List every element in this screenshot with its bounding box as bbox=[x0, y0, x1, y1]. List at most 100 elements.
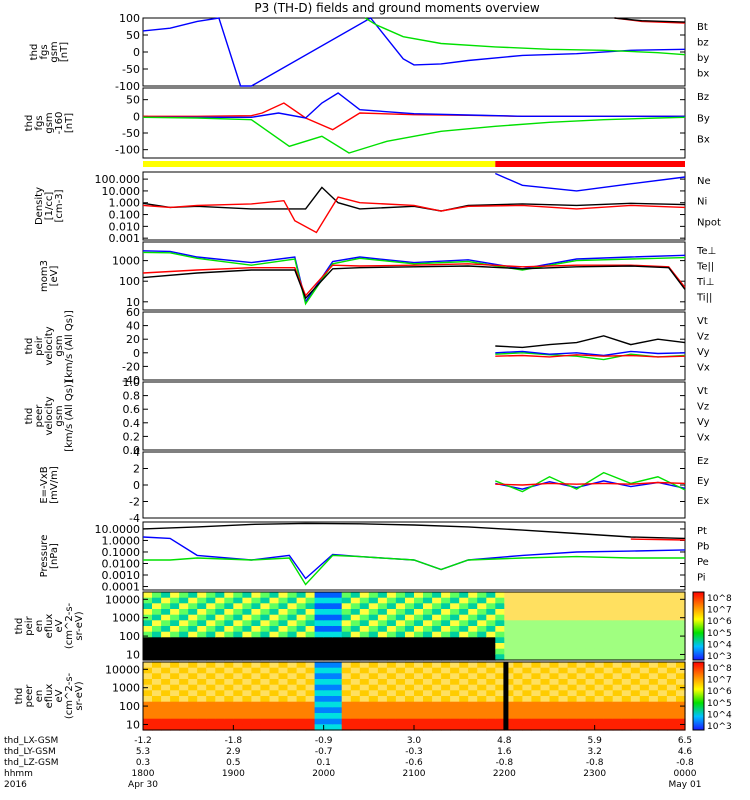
spectrogram-cell bbox=[386, 662, 397, 669]
spectrogram-cell bbox=[233, 673, 243, 680]
spectrogram-cell bbox=[486, 667, 496, 674]
spectrogram-cell bbox=[368, 592, 379, 599]
spectrogram-cell bbox=[197, 696, 207, 703]
spectrogram-cell bbox=[377, 713, 388, 720]
spectrogram-cell bbox=[233, 662, 243, 669]
spectrogram-cell bbox=[341, 626, 352, 633]
spectrogram-cell bbox=[486, 631, 496, 638]
spectrogram-cell bbox=[368, 684, 379, 691]
spectrogram-cell bbox=[314, 597, 325, 604]
spectrogram-cell bbox=[612, 684, 623, 691]
spectrogram-cell bbox=[513, 654, 523, 661]
legend-entry: Npot bbox=[697, 217, 721, 228]
spectrogram-cell bbox=[269, 724, 280, 731]
spectrogram-cell bbox=[170, 643, 180, 650]
spectrogram-cell bbox=[377, 690, 388, 697]
series-line-2 bbox=[143, 554, 685, 586]
spectrogram-cell bbox=[242, 718, 252, 725]
spectrogram-cell bbox=[197, 673, 207, 680]
spectrogram-cell bbox=[504, 631, 514, 638]
spectrogram-cell bbox=[414, 662, 424, 669]
spectrogram-cell bbox=[657, 626, 668, 633]
panel-frame bbox=[142, 381, 686, 451]
spectrogram-cell bbox=[359, 654, 370, 661]
spectrogram-cell bbox=[468, 679, 478, 686]
spectrogram-cell bbox=[206, 620, 216, 627]
spectrogram-cell bbox=[459, 620, 469, 627]
spectrogram-cell bbox=[450, 701, 460, 708]
x-tick-label: 0.1 bbox=[316, 758, 330, 768]
spectrogram-cell bbox=[305, 667, 316, 674]
spectrogram-cell bbox=[531, 707, 541, 714]
panel-frame bbox=[142, 311, 686, 381]
spectrogram-cell bbox=[504, 673, 514, 680]
spectrogram-cell bbox=[287, 643, 298, 650]
spectrogram-cell bbox=[495, 701, 505, 708]
spectrogram-cell bbox=[350, 690, 361, 697]
y-axis-label-line: [nPa] bbox=[49, 543, 60, 569]
spectrogram-cell bbox=[648, 637, 659, 644]
spectrogram-cell bbox=[314, 626, 325, 633]
colorbar-tick-label: 10^5 bbox=[707, 629, 732, 639]
spectrogram-cell bbox=[477, 609, 487, 616]
spectrogram-cell bbox=[368, 701, 379, 708]
spectrogram-cell bbox=[513, 648, 523, 655]
spectrogram-cell bbox=[152, 614, 162, 621]
x-tick-label: 3.2 bbox=[587, 747, 601, 757]
spectrogram-cell bbox=[558, 631, 569, 638]
spectrogram-cell bbox=[188, 631, 198, 638]
spectrogram-cell bbox=[206, 631, 216, 638]
spectrogram-cell bbox=[477, 648, 487, 655]
spectrogram-cell bbox=[648, 673, 659, 680]
spectrogram-cell bbox=[558, 724, 569, 731]
spectrogram-cell bbox=[405, 690, 415, 697]
y-axis-label-line: (cm^2-s- bbox=[64, 602, 75, 649]
spectrogram-cell bbox=[395, 724, 406, 731]
spectrogram-cell bbox=[152, 648, 162, 655]
spectrogram-cell bbox=[161, 626, 171, 633]
spectrogram-cell bbox=[341, 696, 352, 703]
spectrogram-cell bbox=[414, 724, 424, 731]
spectrogram-cell bbox=[657, 662, 668, 669]
spectrogram-cell bbox=[666, 679, 677, 686]
spectrogram-cell bbox=[341, 620, 352, 627]
spectrogram-cell bbox=[459, 707, 469, 714]
spectrogram-cell bbox=[676, 648, 686, 655]
spectrogram-cell bbox=[350, 609, 361, 616]
spectrogram-cell bbox=[179, 718, 189, 725]
spectrogram-cell bbox=[676, 609, 686, 616]
spectrogram-cell bbox=[179, 631, 189, 638]
spectrogram-cell bbox=[233, 614, 243, 621]
spectrogram-cell bbox=[206, 603, 216, 610]
spectrogram-cell bbox=[287, 667, 298, 674]
spectrogram-cell bbox=[513, 626, 523, 633]
spectrogram-cell bbox=[648, 718, 659, 725]
spectrogram-cell bbox=[305, 673, 316, 680]
x-tick-label: -0.8 bbox=[496, 758, 514, 768]
spectrogram-cell bbox=[323, 637, 334, 644]
x-tick-label: 0000 bbox=[674, 769, 697, 779]
spectrogram-cell bbox=[531, 690, 541, 697]
spectrogram-cell bbox=[495, 654, 505, 661]
spectrogram-cell bbox=[305, 679, 316, 686]
spectrogram-cell bbox=[558, 648, 569, 655]
spectrogram-cell bbox=[477, 690, 487, 697]
spectrogram-cell bbox=[468, 662, 478, 669]
spectrogram-cell bbox=[215, 718, 225, 725]
spectrogram-cell bbox=[287, 631, 298, 638]
spectrogram-cell bbox=[405, 662, 415, 669]
y-tick-label: -50 bbox=[122, 127, 140, 140]
spectrogram-cell bbox=[215, 667, 225, 674]
spectrogram-cell bbox=[215, 592, 225, 599]
spectrogram-cell bbox=[621, 713, 632, 720]
spectrogram-cell bbox=[630, 609, 641, 616]
spectrogram-cell bbox=[414, 631, 424, 638]
spectrogram-cell bbox=[441, 643, 451, 650]
spectrogram-cell bbox=[594, 679, 605, 686]
spectrogram-cell bbox=[386, 597, 397, 604]
spectrogram-cell bbox=[567, 718, 578, 725]
spectrogram-cell bbox=[287, 713, 298, 720]
spectrogram-cell bbox=[676, 673, 686, 680]
spectrogram-cell bbox=[206, 592, 216, 599]
spectrogram-cell bbox=[540, 713, 551, 720]
